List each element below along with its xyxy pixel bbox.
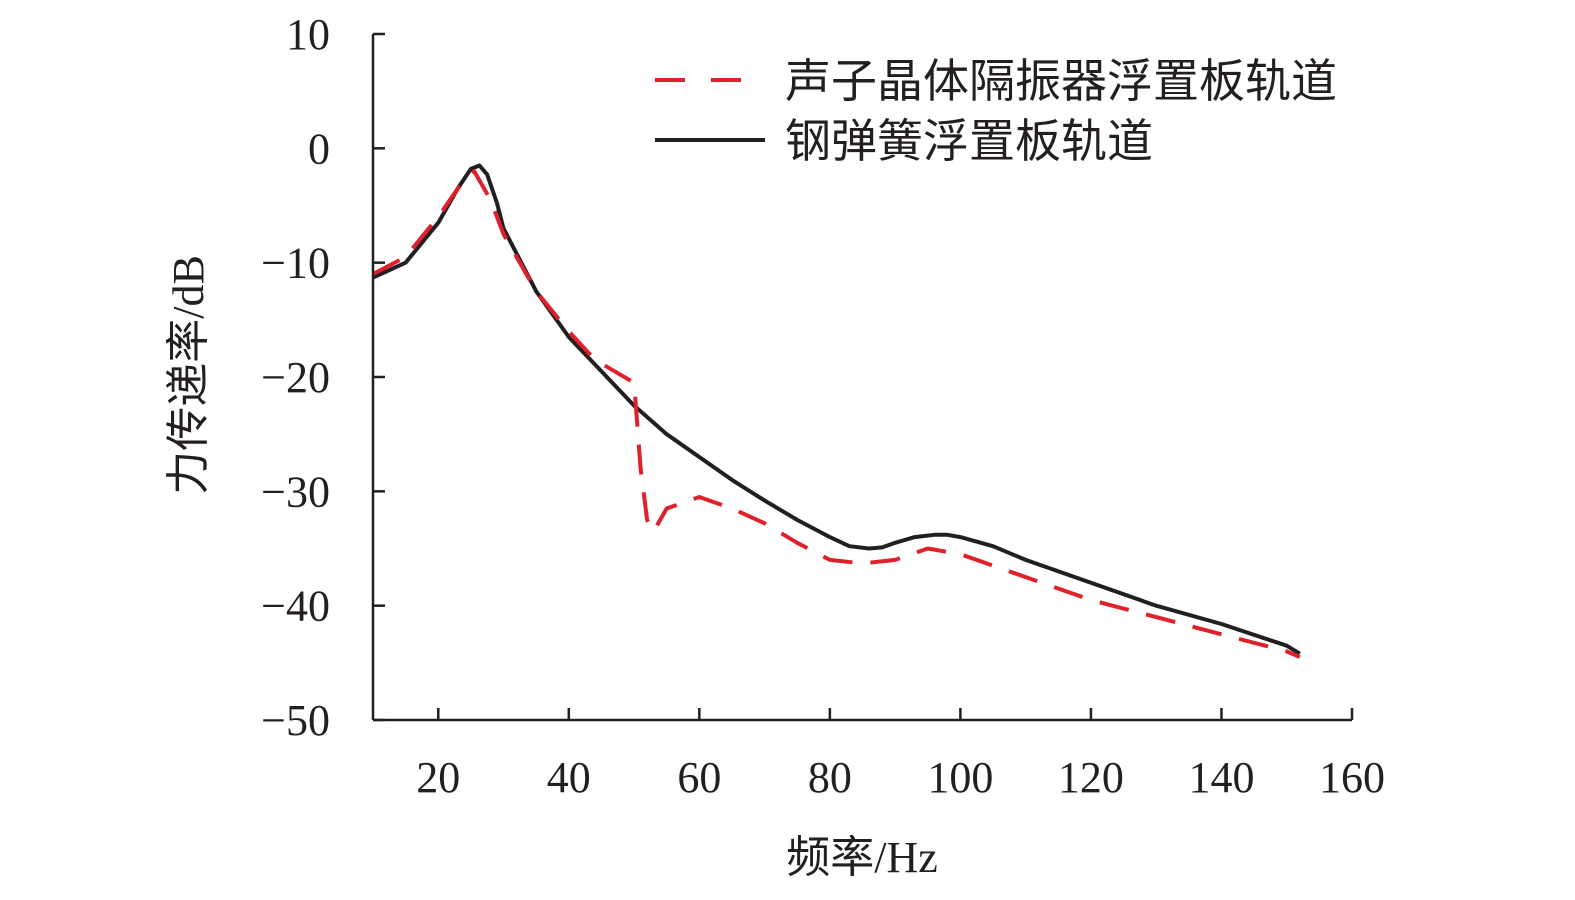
x-tick-label: 100 (927, 753, 993, 802)
x-axis-title: 频率/Hz (786, 833, 938, 882)
x-tick-label: 140 (1188, 753, 1254, 802)
series-line-phononic-crystal (372, 169, 1301, 659)
x-tick-label: 160 (1319, 753, 1385, 802)
x-tick-label: 60 (677, 753, 721, 802)
y-axis-title: 力传递率/dB (164, 255, 213, 495)
y-tick-label: −50 (261, 696, 330, 745)
y-tick-label: 10 (286, 10, 330, 59)
legend-label-phononic: 声子晶体隔振器浮置板轨道 (785, 56, 1337, 107)
series-line-steel-spring (372, 163, 1301, 656)
y-tick-label: −20 (261, 353, 330, 402)
x-tick-label: 20 (416, 753, 460, 802)
y-tick-label: −40 (261, 582, 330, 631)
legend: 声子晶体隔振器浮置板轨道 钢弹簧浮置板轨道 (655, 56, 1337, 167)
y-tick-label: −10 (261, 239, 330, 288)
y-tick-label: −30 (261, 467, 330, 516)
x-tick-label: 80 (808, 753, 852, 802)
plot-marks (372, 163, 1301, 659)
y-tick-label: 0 (308, 124, 330, 173)
x-tick-label: 40 (547, 753, 591, 802)
x-tick-label: 120 (1058, 753, 1124, 802)
legend-label-steel-spring: 钢弹簧浮置板轨道 (785, 116, 1153, 167)
